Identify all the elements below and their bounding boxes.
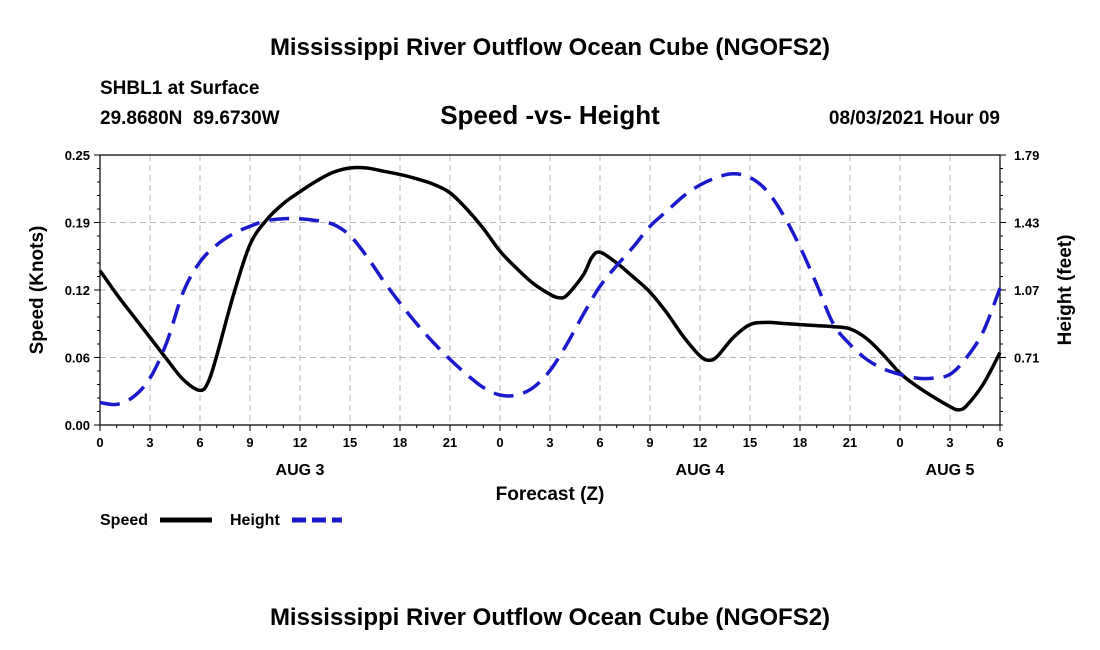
station-label: SHBL1 at Surface — [100, 78, 259, 99]
y-tick-label: 0.12 — [65, 283, 90, 298]
legend-speed-label: Speed — [100, 512, 148, 529]
y-tick-label: 0.06 — [65, 351, 90, 366]
y2-tick-label: 0.71 — [1014, 351, 1039, 366]
forecast-datetime: 08/03/2021 Hour 09 — [829, 108, 1000, 129]
x-tick-label: 0 — [896, 435, 903, 450]
x-tick-label: 21 — [843, 435, 857, 450]
legend-height-label: Height — [230, 512, 280, 529]
legend: Speed Height — [100, 512, 342, 529]
day-label: AUG 3 — [276, 462, 325, 479]
x-tick-label: 0 — [96, 435, 103, 450]
x-tick-label: 18 — [393, 435, 407, 450]
series-line-height — [99, 172, 1002, 407]
x-tick-label: 21 — [443, 435, 457, 450]
x-tick-label: 6 — [596, 435, 603, 450]
grid — [100, 155, 1000, 425]
y2-axis-label: Height (feet) — [1055, 235, 1076, 346]
x-tick-label: 9 — [246, 435, 253, 450]
day-label: AUG 5 — [926, 462, 975, 479]
y-tick-label: 0.00 — [65, 418, 90, 433]
x-tick-label: 0 — [496, 435, 503, 450]
x-tick-label: 6 — [996, 435, 1003, 450]
x-axis-label: Forecast (Z) — [496, 484, 605, 505]
x-tick-label: 15 — [743, 435, 757, 450]
x-tick-label: 6 — [196, 435, 203, 450]
x-tick-label: 18 — [793, 435, 807, 450]
y2-tick-label: 1.43 — [1014, 216, 1039, 231]
x-tick-label: 15 — [343, 435, 357, 450]
tick-labels: 0 3 6 9 12 15 18 21 0 3 6 9 12 15 18 21 0 3 6 0.00 0.06 0.12 0… — [65, 148, 1040, 479]
station-coordinates: 29.8680N 89.6730W — [100, 108, 280, 129]
x-tick-label: 3 — [946, 435, 953, 450]
x-tick-label: 3 — [146, 435, 153, 450]
page-title: Mississippi River Outflow Ocean Cube (NG… — [270, 34, 830, 61]
chart-title: Speed -vs- Height — [440, 100, 660, 130]
y-tick-label: 0.25 — [65, 148, 90, 163]
x-tick-label: 9 — [646, 435, 653, 450]
y-axis-label: Speed (Knots) — [27, 226, 48, 355]
series-layer — [98, 165, 1002, 412]
y2-tick-label: 1.07 — [1014, 283, 1039, 298]
series-line-speed — [98, 165, 1002, 412]
x-tick-label: 3 — [546, 435, 553, 450]
x-tick-label: 12 — [293, 435, 307, 450]
footer-title: Mississippi River Outflow Ocean Cube (NG… — [270, 604, 830, 631]
day-label: AUG 4 — [676, 462, 725, 479]
x-tick-label: 12 — [693, 435, 707, 450]
y-tick-label: 0.19 — [65, 216, 90, 231]
y2-tick-label: 1.79 — [1014, 148, 1039, 163]
